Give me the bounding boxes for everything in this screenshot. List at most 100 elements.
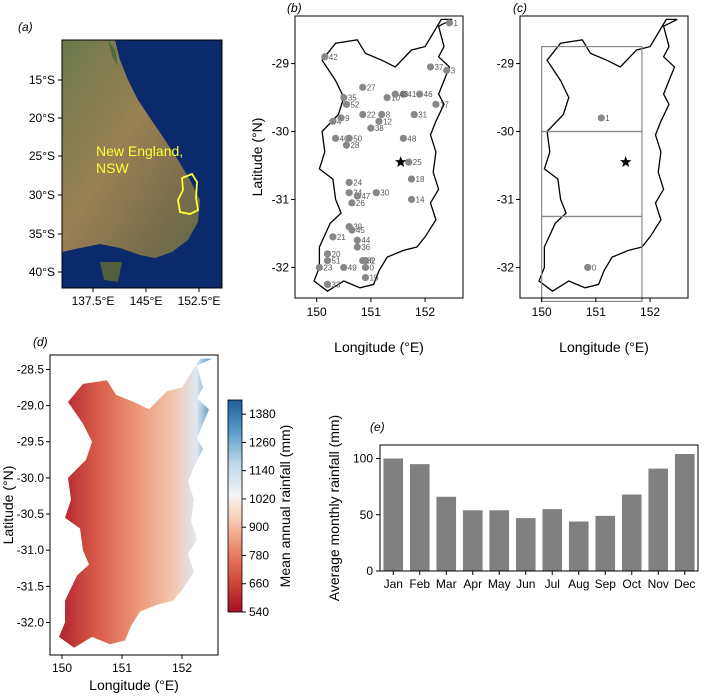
station-point	[359, 257, 367, 265]
station-point	[367, 124, 375, 132]
panel-c: (c) 10 150 151 152-29-30-31-32 Longitude (…	[497, 1, 689, 355]
station-id-label: 27	[367, 83, 376, 92]
station-id-label: 45	[356, 226, 365, 235]
bar	[542, 509, 563, 571]
colorbar-tick-label: 1260	[249, 435, 276, 449]
bar	[436, 496, 457, 571]
y-tick-label: -30.5	[17, 507, 45, 521]
station-id-label: 17	[440, 100, 449, 109]
station-point	[345, 189, 353, 197]
station-id-label: 52	[350, 100, 359, 109]
colorbar-label: Mean annual rainfall (mm)	[277, 425, 293, 588]
x-tick-label: Jul	[545, 577, 560, 591]
panel-c-xlabel: Longitude (°E)	[559, 339, 649, 355]
station-point	[443, 66, 451, 74]
centroid-star-icon	[395, 156, 407, 167]
station-id-label: 19	[369, 274, 378, 283]
station-point	[399, 90, 407, 98]
y-tick-label: -31.5	[17, 579, 45, 593]
station-point	[391, 90, 399, 98]
bar	[489, 510, 510, 571]
station-id-label: 22	[367, 111, 376, 120]
station-point	[323, 257, 332, 265]
y-tick-label: 40°S	[29, 265, 55, 279]
x-tick-label: 137.5°E	[72, 294, 115, 308]
station-points: 10	[584, 114, 632, 272]
x-tick-label: 151	[361, 305, 381, 319]
station-id-label: 1	[605, 114, 610, 123]
station-id-label: 41	[407, 90, 416, 99]
x-tick-label: 150	[307, 305, 327, 319]
x-tick-label: 145°E	[130, 294, 163, 308]
station-point	[332, 134, 340, 142]
station-id-label: 31	[418, 111, 427, 120]
panel-a: (a) New England, NSW 15°S 20°S 25°S 30°S 35°…	[18, 20, 223, 308]
station-point	[353, 236, 361, 244]
station-id-label: 38	[375, 124, 384, 133]
x-tick-label: Dec	[674, 577, 695, 591]
station-point	[345, 134, 353, 142]
station-id-label: 1	[453, 19, 458, 28]
panel-d-label: (d)	[33, 335, 48, 349]
peninsula	[108, 40, 118, 66]
colorbar-tick-label: 1140	[249, 464, 275, 478]
panel-b-ylabel: Latitude (°N)	[249, 118, 265, 197]
station-point	[361, 274, 370, 282]
station-id-label: 48	[407, 134, 416, 143]
station-point	[407, 175, 416, 183]
station-id-label: 26	[356, 199, 365, 208]
station-point	[399, 134, 407, 142]
y-tick-label: 0	[366, 564, 373, 578]
region-outline	[538, 18, 678, 292]
bar-series	[383, 454, 695, 571]
x-tick-label: 152	[415, 305, 435, 319]
bar	[595, 515, 616, 571]
station-point	[342, 100, 351, 108]
y-tick-label: -31	[272, 192, 290, 206]
y-tick-label: 50	[360, 508, 374, 522]
station-point	[359, 83, 367, 91]
station-point	[410, 110, 418, 119]
station-id-label: 24	[353, 178, 362, 187]
station-point	[340, 93, 348, 102]
y-tick-label: -32	[272, 260, 290, 274]
bar	[568, 521, 589, 571]
station-id-label: 0	[592, 263, 597, 272]
station-point	[329, 117, 337, 125]
y-tick-label: -32	[497, 260, 515, 274]
panel-e-ticks: Jan Feb Mar Apr May Jun Jul Aug Sep Oct Nov Dec 0 50 1…	[353, 452, 695, 592]
panel-d: (d) 150 151 152 -28.5 -29.0 -29.5 -30.0 -30.5 -3…	[0, 335, 293, 693]
bar	[383, 458, 404, 571]
panel-c-label: (c)	[513, 1, 527, 15]
station-point	[597, 114, 605, 122]
x-tick-label: Nov	[648, 577, 669, 591]
tasmania	[100, 262, 122, 282]
x-tick-label: Jun	[516, 577, 535, 591]
station-point	[361, 263, 370, 272]
station-point	[416, 90, 424, 98]
panel-b-ticks: 150 151 152 -29 -30 -31 -32	[272, 57, 436, 319]
colorbar-tick-label: 1380	[249, 407, 276, 421]
station-point	[348, 199, 356, 207]
station-id-label: 3	[451, 66, 456, 75]
centroid-star-icon	[620, 156, 632, 167]
bar	[674, 454, 695, 571]
y-tick-label: 100	[353, 452, 373, 466]
x-tick-label: Jan	[384, 577, 403, 591]
x-tick-label: 151	[586, 305, 606, 319]
y-tick-label: -28.5	[17, 362, 45, 376]
x-tick-label: 152	[172, 661, 192, 675]
station-point	[353, 243, 361, 251]
station-point	[383, 93, 391, 102]
x-tick-label: Aug	[568, 577, 589, 591]
station-point	[348, 226, 356, 234]
station-id-label: 14	[416, 195, 425, 204]
y-tick-label: -29.5	[17, 435, 45, 449]
colorbar	[227, 399, 243, 613]
y-tick-label: -29.0	[17, 399, 45, 413]
colorbar-tick-label: 540	[249, 605, 269, 619]
bar	[515, 518, 536, 571]
y-tick-label: 35°S	[29, 227, 55, 241]
grid-cell-box	[541, 130, 643, 218]
